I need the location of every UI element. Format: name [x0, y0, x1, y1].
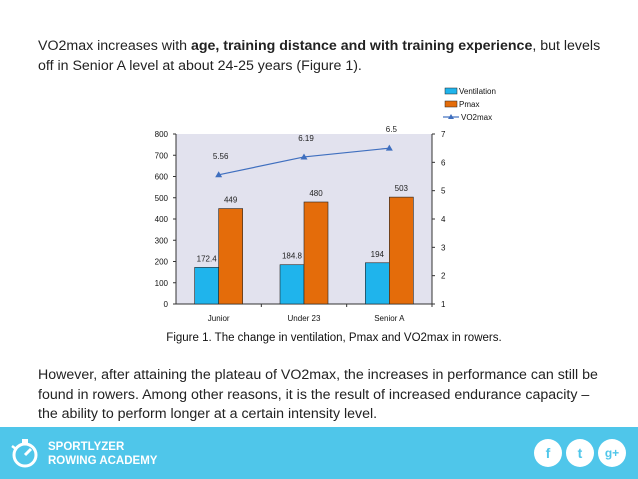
- data-label: 503: [395, 184, 409, 193]
- figure-caption: Figure 1. The change in ventilation, Pma…: [166, 332, 502, 344]
- stopwatch-logo-icon: [11, 439, 38, 468]
- y2-tick-label: 5: [441, 187, 446, 196]
- intro-text-end: , but levels off in Senior A level at ab…: [38, 38, 601, 74]
- data-label: 6.5: [386, 125, 398, 134]
- y-tick-label: 600: [155, 173, 169, 182]
- data-label: 184.8: [282, 252, 303, 261]
- figure-chart: 0 100 200 300 400 500 600 700 800 1 2 3 4 5 6 7 Junior 17…: [155, 87, 496, 323]
- y2-tick-label: 3: [441, 243, 446, 252]
- bar-pmax: [218, 208, 243, 305]
- brand-name: SPORTLYZER ROWING ACADEMY: [48, 440, 157, 468]
- y-tick-label: 800: [155, 130, 169, 139]
- y-tick-label: 200: [155, 258, 169, 267]
- bar-pmax: [303, 201, 329, 305]
- facebook-icon[interactable]: f: [534, 439, 562, 467]
- data-label: 480: [309, 189, 323, 198]
- legend-label: Ventilation: [459, 87, 496, 96]
- twitter-icon[interactable]: t: [566, 439, 594, 467]
- data-label: 6.19: [298, 134, 314, 143]
- data-label: 194: [371, 250, 385, 259]
- footer-bar: SPORTLYZER ROWING ACADEMY f t g+: [0, 427, 638, 479]
- y2-tick-label: 1: [441, 300, 446, 309]
- bar-ventilation: [194, 267, 219, 305]
- y2-tick-label: 6: [441, 158, 446, 167]
- legend-swatch-ventilation: [444, 87, 458, 95]
- legend-marker-vo2max: [448, 114, 454, 119]
- y-tick-label: 400: [155, 215, 169, 224]
- legend-swatch-pmax: [444, 100, 458, 108]
- google-plus-icon[interactable]: g+: [598, 439, 626, 467]
- y2-tick-label: 2: [441, 272, 446, 281]
- bar-ventilation: [279, 264, 305, 305]
- y-tick-label: 100: [155, 279, 169, 288]
- intro-paragraph: VO2max increases with age, training dist…: [38, 36, 608, 76]
- vo2max-point: [385, 144, 393, 151]
- y-tick-label: 700: [155, 151, 169, 160]
- y-tick-label: 300: [155, 236, 169, 245]
- x-tick-label: Senior A: [374, 314, 405, 323]
- intro-text-bold: age, training distance and with training…: [190, 38, 533, 54]
- x-tick-label: Junior: [208, 314, 230, 323]
- legend-label: Pmax: [459, 100, 479, 109]
- brand-line-1: SPORTLYZER: [48, 441, 125, 453]
- brand-line-2: ROWING ACADEMY: [48, 455, 158, 467]
- body-paragraph: However, after attaining the plateau of …: [38, 367, 598, 422]
- bar-ventilation: [365, 262, 390, 305]
- y-tick-label: 500: [155, 194, 169, 203]
- data-label: 5.56: [213, 152, 229, 161]
- bar-pmax: [389, 196, 414, 305]
- intro-text-start: VO2max increases with: [38, 38, 191, 54]
- legend-label: VO2max: [461, 113, 492, 122]
- y2-tick-label: 7: [441, 130, 446, 139]
- vo2max-point: [215, 171, 223, 178]
- y-tick-label: 0: [164, 300, 169, 309]
- vo2max-point: [300, 153, 308, 160]
- x-tick-label: Under 23: [288, 314, 321, 323]
- data-label: 172.4: [197, 254, 218, 263]
- y2-tick-label: 4: [441, 215, 446, 224]
- data-label: 449: [224, 196, 238, 205]
